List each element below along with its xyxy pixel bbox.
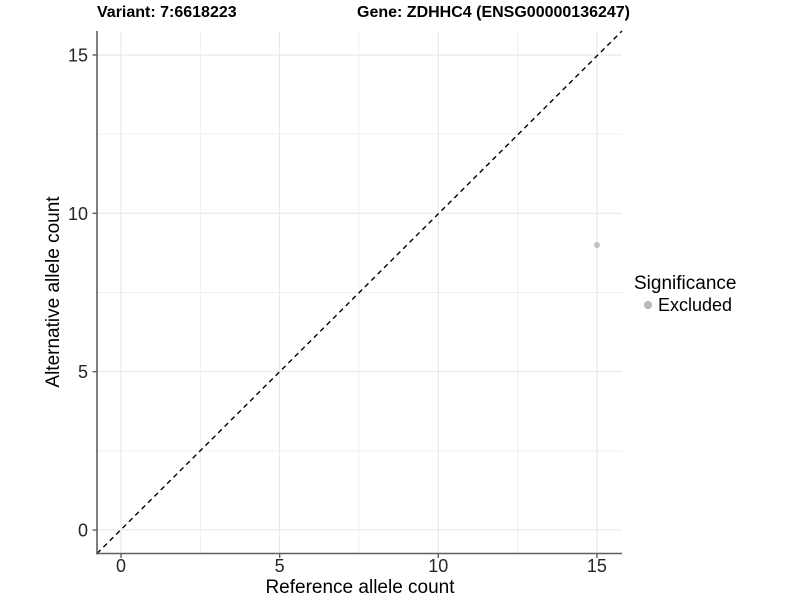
- legend: Significance Excluded: [634, 273, 736, 315]
- plot-title-gene: Gene: ZDHHC4 (ENSG00000136247): [357, 4, 631, 21]
- x-tick-label: 5: [275, 556, 285, 576]
- y-tick-label: 5: [78, 362, 88, 382]
- x-tick-label: 15: [587, 556, 607, 576]
- x-tick-label: 10: [428, 556, 448, 576]
- y-axis-title: Alternative allele count: [43, 196, 64, 388]
- data-point: [593, 241, 600, 248]
- legend-title: Significance: [634, 273, 737, 294]
- x-axis-title: Reference allele count: [265, 577, 455, 598]
- y-tick-label: 0: [78, 521, 88, 541]
- identity-reference-line: [96, 30, 623, 554]
- legend-item-excluded: Excluded: [634, 295, 736, 315]
- x-tick-label: 0: [116, 556, 126, 576]
- excluded-marker-swatch-icon: [644, 301, 652, 309]
- plot-title-variant: Variant: 7:6618223: [97, 4, 237, 21]
- y-tick-label: 10: [68, 204, 88, 224]
- y-tick-label: 15: [68, 45, 88, 65]
- legend-item-label: Excluded: [658, 294, 733, 315]
